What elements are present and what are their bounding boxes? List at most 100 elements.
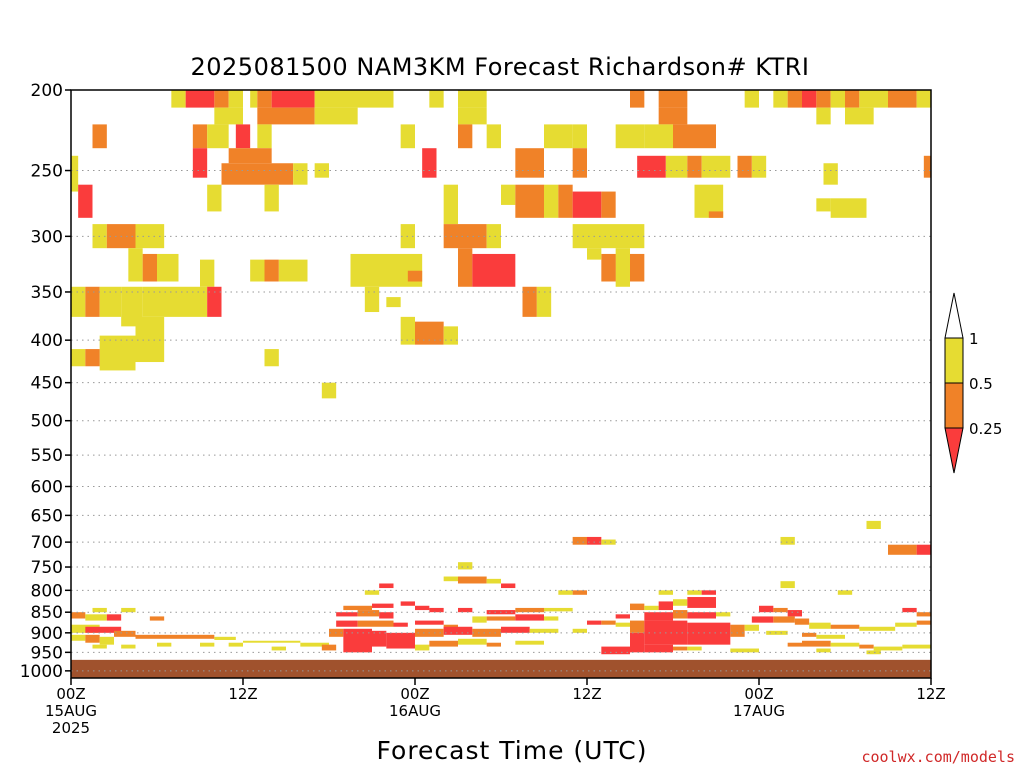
- y-tick-label: 700: [31, 533, 63, 553]
- ri-cell: [687, 646, 702, 651]
- ri-cell: [515, 614, 544, 621]
- ri-cell: [687, 590, 702, 595]
- legend-label: 1: [969, 330, 979, 348]
- ri-cell: [192, 148, 208, 178]
- ri-cell: [149, 616, 165, 621]
- ri-cell: [486, 124, 501, 149]
- x-tick-label: 12Z: [572, 685, 601, 703]
- ri-cell: [816, 90, 831, 108]
- ri-cell: [902, 607, 917, 613]
- ri-cell: [730, 648, 759, 653]
- ri-cell: [472, 628, 501, 637]
- ri-cell: [587, 248, 602, 260]
- ri-cell: [429, 640, 458, 647]
- ri-cell: [106, 614, 122, 621]
- ri-cell: [386, 632, 415, 649]
- ri-cell: [458, 107, 487, 125]
- ri-cell: [407, 270, 423, 282]
- ri-cell: [501, 184, 516, 205]
- ri-cell: [142, 286, 208, 317]
- ri-cell: [443, 626, 473, 635]
- ri-cell: [773, 607, 788, 613]
- ri-cell: [343, 628, 372, 653]
- ri-cell: [572, 536, 587, 545]
- ri-cell: [71, 624, 100, 633]
- ri-cell: [458, 638, 487, 645]
- ri-cell: [71, 634, 86, 641]
- ri-cell: [658, 90, 688, 108]
- ri-cell: [458, 90, 487, 108]
- ri-cell: [257, 107, 315, 125]
- ri-cell: [830, 198, 867, 218]
- ri-cell: [443, 624, 458, 629]
- x-tick-label: 12Z: [916, 685, 945, 703]
- pressure-gridlines: [71, 170, 931, 672]
- ri-cell: [866, 650, 881, 655]
- ri-cell: [558, 184, 573, 218]
- ri-cell: [766, 630, 788, 635]
- ri-cell: [687, 597, 716, 608]
- ri-cell: [293, 163, 308, 185]
- ri-cell: [372, 603, 394, 608]
- ri-cell: [364, 286, 380, 313]
- ri-cell: [630, 603, 645, 611]
- ri-cell: [902, 644, 931, 649]
- ri-cell: [601, 646, 630, 655]
- ri-cell: [99, 335, 136, 371]
- ri-cell: [458, 124, 473, 149]
- x-tick-label: 2025: [52, 719, 90, 737]
- ri-cell: [665, 155, 688, 178]
- ri-cell: [630, 90, 645, 108]
- legend-swatch-orange: [944, 382, 964, 429]
- ri-cell: [701, 590, 716, 595]
- ri-cell: [486, 578, 501, 584]
- ri-cell: [630, 253, 645, 282]
- ri-cell: [658, 601, 673, 611]
- ri-cell: [71, 286, 86, 317]
- ri-cell: [873, 646, 903, 651]
- legend-label: 0.25: [969, 420, 1002, 438]
- ri-cell: [644, 612, 673, 621]
- ri-cell: [630, 632, 645, 653]
- ri-cell: [837, 590, 853, 595]
- ri-cell: [601, 620, 616, 625]
- ri-cell: [235, 124, 251, 149]
- ri-cell: [415, 644, 430, 651]
- ri-cell: [443, 576, 458, 582]
- ri-cell: [443, 224, 487, 249]
- ri-cell: [486, 642, 501, 647]
- ri-cell: [816, 648, 831, 653]
- ri-cell: [400, 124, 415, 149]
- ri-cell: [221, 163, 294, 185]
- ri-cell: [916, 612, 931, 617]
- ri-cell: [429, 607, 444, 613]
- ri-cell: [515, 148, 544, 178]
- ri-cell: [859, 644, 874, 649]
- ri-cell: [515, 184, 544, 218]
- ri-cell: [486, 616, 516, 621]
- ri-cell: [400, 316, 415, 345]
- ri-cell: [458, 607, 473, 613]
- ri-cell: [157, 253, 179, 282]
- ri-cell: [773, 90, 788, 108]
- ri-cell: [522, 286, 537, 317]
- ri-cell: [615, 622, 630, 627]
- ri-cell: [787, 90, 802, 108]
- ri-cell: [207, 286, 222, 317]
- ri-cell: [264, 259, 279, 282]
- ri-cell: [250, 259, 265, 282]
- y-tick-label: 600: [31, 477, 63, 497]
- ri-cell: [673, 124, 716, 149]
- ri-cell: [271, 646, 286, 651]
- ri-cell: [200, 259, 215, 287]
- x-tick-label: 16AUG: [389, 702, 441, 720]
- ri-cell: [85, 634, 100, 643]
- ri-cell: [314, 163, 329, 178]
- ri-cell: [845, 90, 860, 108]
- ri-cell: [472, 253, 516, 287]
- ri-cell: [314, 90, 394, 108]
- ri-cell: [415, 321, 444, 345]
- ri-cell: [336, 612, 358, 617]
- y-tick-label: 400: [31, 331, 63, 351]
- ri-cell: [644, 644, 673, 653]
